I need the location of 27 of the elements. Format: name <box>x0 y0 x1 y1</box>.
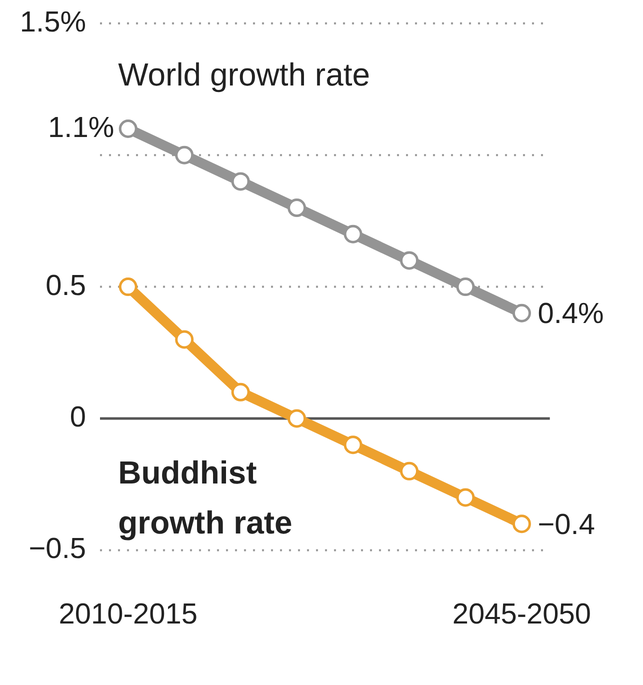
point <box>344 436 362 454</box>
point <box>512 514 531 534</box>
series-label: World growth rate <box>118 56 370 93</box>
point <box>344 224 362 244</box>
point <box>400 462 419 480</box>
y-tick-label: 0.5 <box>46 270 86 302</box>
point <box>512 304 531 322</box>
y-tick-label: 1.5% <box>20 6 86 38</box>
point <box>118 120 138 138</box>
x-tick-label: 2045-2050 <box>452 598 592 631</box>
y-tick-label: −0.5 <box>28 533 86 566</box>
data-label: 1.1% <box>48 112 114 144</box>
y-tick-label: 0 <box>70 402 86 434</box>
point <box>118 278 138 296</box>
data-label: 0.4% <box>538 298 604 330</box>
point <box>288 409 306 428</box>
point <box>231 382 250 402</box>
series-label: Buddhist growth rate <box>118 454 292 540</box>
point <box>288 198 306 218</box>
point <box>175 330 194 349</box>
point <box>456 278 475 296</box>
data-label: −0.4 <box>538 508 595 541</box>
point <box>400 251 419 270</box>
x-tick-label: 2010-2015 <box>58 598 198 631</box>
point <box>456 488 475 507</box>
point <box>175 146 194 164</box>
point <box>231 172 250 191</box>
